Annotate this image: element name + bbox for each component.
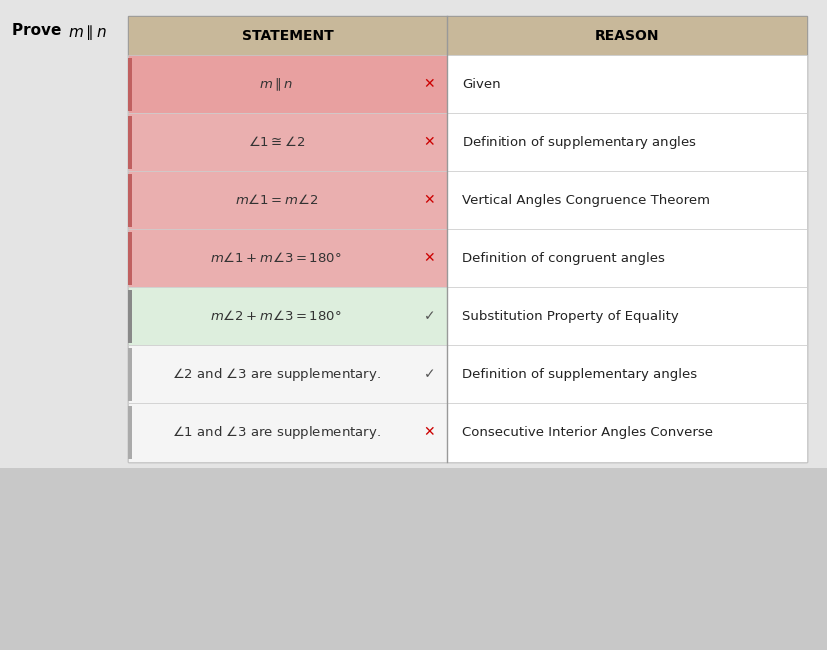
Text: Given: Given bbox=[461, 78, 500, 91]
Text: $\angle 1 \cong \angle 2$: $\angle 1 \cong \angle 2$ bbox=[247, 135, 304, 150]
Text: 3: 3 bbox=[108, 193, 114, 203]
Text: ✕: ✕ bbox=[423, 193, 434, 207]
Text: REASON: REASON bbox=[595, 29, 659, 43]
Text: ✕: ✕ bbox=[423, 135, 434, 150]
Text: $\angle 1$ and $\angle 3$ are supplementary.: $\angle 1$ and $\angle 3$ are supplement… bbox=[172, 424, 380, 441]
Text: Definition of congruent angles: Definition of congruent angles bbox=[461, 252, 664, 265]
Text: Vertical Angles Congruence Theorem: Vertical Angles Congruence Theorem bbox=[461, 194, 710, 207]
Text: STATEMENT: STATEMENT bbox=[241, 29, 333, 43]
Text: Definition of $\mathsf{s}$upplementary angles: Definition of $\mathsf{s}$upplementary a… bbox=[461, 134, 696, 151]
Text: Prove: Prove bbox=[12, 23, 67, 38]
Text: Substitution Property of Equality: Substitution Property of Equality bbox=[461, 310, 678, 323]
Text: Definition of supplementary angles: Definition of supplementary angles bbox=[461, 368, 696, 381]
Text: $\angle 2$ and $\angle 3$ are supplementary.: $\angle 2$ and $\angle 3$ are supplement… bbox=[172, 366, 380, 383]
Text: ✕: ✕ bbox=[423, 426, 434, 439]
Text: $m\angle 1 + m\angle 3 = 180°$: $m\angle 1 + m\angle 3 = 180°$ bbox=[210, 252, 342, 265]
Text: 1: 1 bbox=[114, 125, 121, 135]
Text: Consecutive Interior Angles Converse: Consecutive Interior Angles Converse bbox=[461, 426, 713, 439]
Text: $m \parallel n$: $m \parallel n$ bbox=[68, 23, 107, 42]
Text: 2: 2 bbox=[131, 135, 137, 144]
Text: ✓: ✓ bbox=[423, 309, 434, 324]
Text: $m \parallel n$: $m \parallel n$ bbox=[259, 76, 293, 92]
Text: $m\angle 1 = m\angle 2$: $m\angle 1 = m\angle 2$ bbox=[234, 193, 318, 207]
Text: ✕: ✕ bbox=[423, 252, 434, 265]
Text: ✕: ✕ bbox=[423, 77, 434, 91]
Text: ✓: ✓ bbox=[423, 367, 434, 382]
Text: $m$: $m$ bbox=[208, 142, 218, 152]
Text: $m\angle 2 + m\angle 3 = 180°$: $m\angle 2 + m\angle 3 = 180°$ bbox=[210, 309, 342, 324]
Text: $n$: $n$ bbox=[198, 203, 206, 213]
